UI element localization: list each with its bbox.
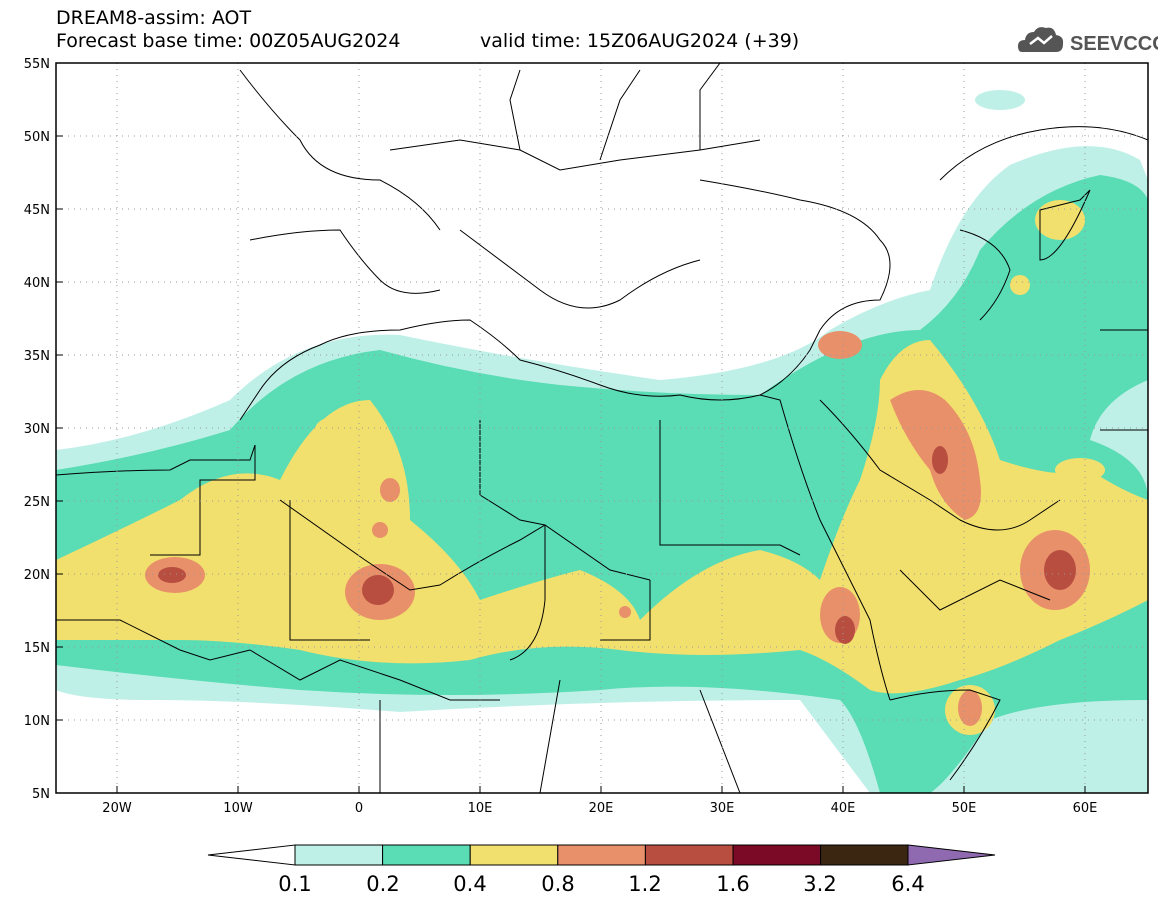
colorbar-tick: 1.2: [628, 872, 661, 896]
lon-label: 50E: [952, 801, 977, 816]
lon-label: 40E: [831, 801, 856, 816]
lon-label: 60E: [1073, 801, 1098, 816]
valid-time: valid time: 15Z06AUG2024 (+39): [480, 30, 800, 52]
lon-label: 20E: [589, 801, 614, 816]
lon-label: 0: [355, 801, 363, 816]
colorbar-box: [382, 844, 471, 866]
colorbar-tick: 0.8: [541, 872, 574, 896]
colorbar-tick: 6.4: [891, 872, 924, 896]
logo-text: SEEVCCC: [1070, 33, 1158, 55]
lat-label: 45N: [24, 203, 50, 218]
axis-ticks: [56, 135, 1086, 793]
lat-label: 55N: [24, 57, 50, 72]
lon-label: 20W: [102, 801, 132, 816]
colorbar-box: [732, 844, 822, 866]
map-title: DREAM8-assim: AOT: [56, 7, 252, 29]
lon-labels: 20W 10W 0 10E 20E 30E 40E 50E 60E: [102, 801, 1097, 816]
lat-labels: 5N 10N 15N 20N 25N 30N 35N 40N 45N 50N 5…: [24, 57, 50, 802]
lat-label: 10N: [24, 714, 50, 729]
aot-map: 5N 10N 15N 20N 25N 30N 35N 40N 45N 50N 5…: [24, 57, 1149, 816]
lat-label: 25N: [24, 495, 50, 510]
lat-label: 15N: [24, 641, 50, 656]
colorbar-box: [294, 844, 384, 866]
lon-label: 10W: [223, 801, 253, 816]
aot-shading: [56, 63, 1148, 793]
colorbar-box: [820, 844, 909, 866]
lat-label: 40N: [24, 276, 50, 291]
colorbar-tick: 0.1: [278, 872, 311, 896]
colorbar-over-arrow: [907, 844, 996, 866]
lat-label: 5N: [32, 787, 50, 802]
aot-level-1-2: [158, 446, 1076, 644]
colorbar-box: [469, 844, 559, 866]
colorbar-tick: 1.6: [716, 872, 749, 896]
colorbar-tick: 0.2: [366, 872, 399, 896]
colorbar-tick: 3.2: [803, 872, 836, 896]
colorbar-tick: 0.4: [453, 872, 486, 896]
lon-label: 10E: [468, 801, 493, 816]
colorbar-box: [644, 844, 734, 866]
colorbar-under-arrow: [207, 844, 296, 866]
lat-label: 50N: [24, 130, 50, 145]
lat-label: 30N: [24, 422, 50, 437]
grid: [56, 63, 1148, 793]
colorbar-boxes: [294, 844, 909, 866]
lon-label: 30E: [710, 801, 735, 816]
colorbar-box: [557, 844, 646, 866]
lat-label: 35N: [24, 349, 50, 364]
lat-label: 20N: [24, 568, 50, 583]
forecast-base-time: Forecast base time: 00Z05AUG2024: [56, 30, 401, 52]
borders: [56, 63, 1148, 793]
colorbar: 0.1 0.2 0.4 0.8 1.2 1.6 3.2 6.4: [207, 844, 996, 896]
colorbar-labels: 0.1 0.2 0.4 0.8 1.2 1.6 3.2 6.4: [278, 872, 924, 896]
seevccc-logo: SEEVCCC: [1018, 27, 1158, 55]
